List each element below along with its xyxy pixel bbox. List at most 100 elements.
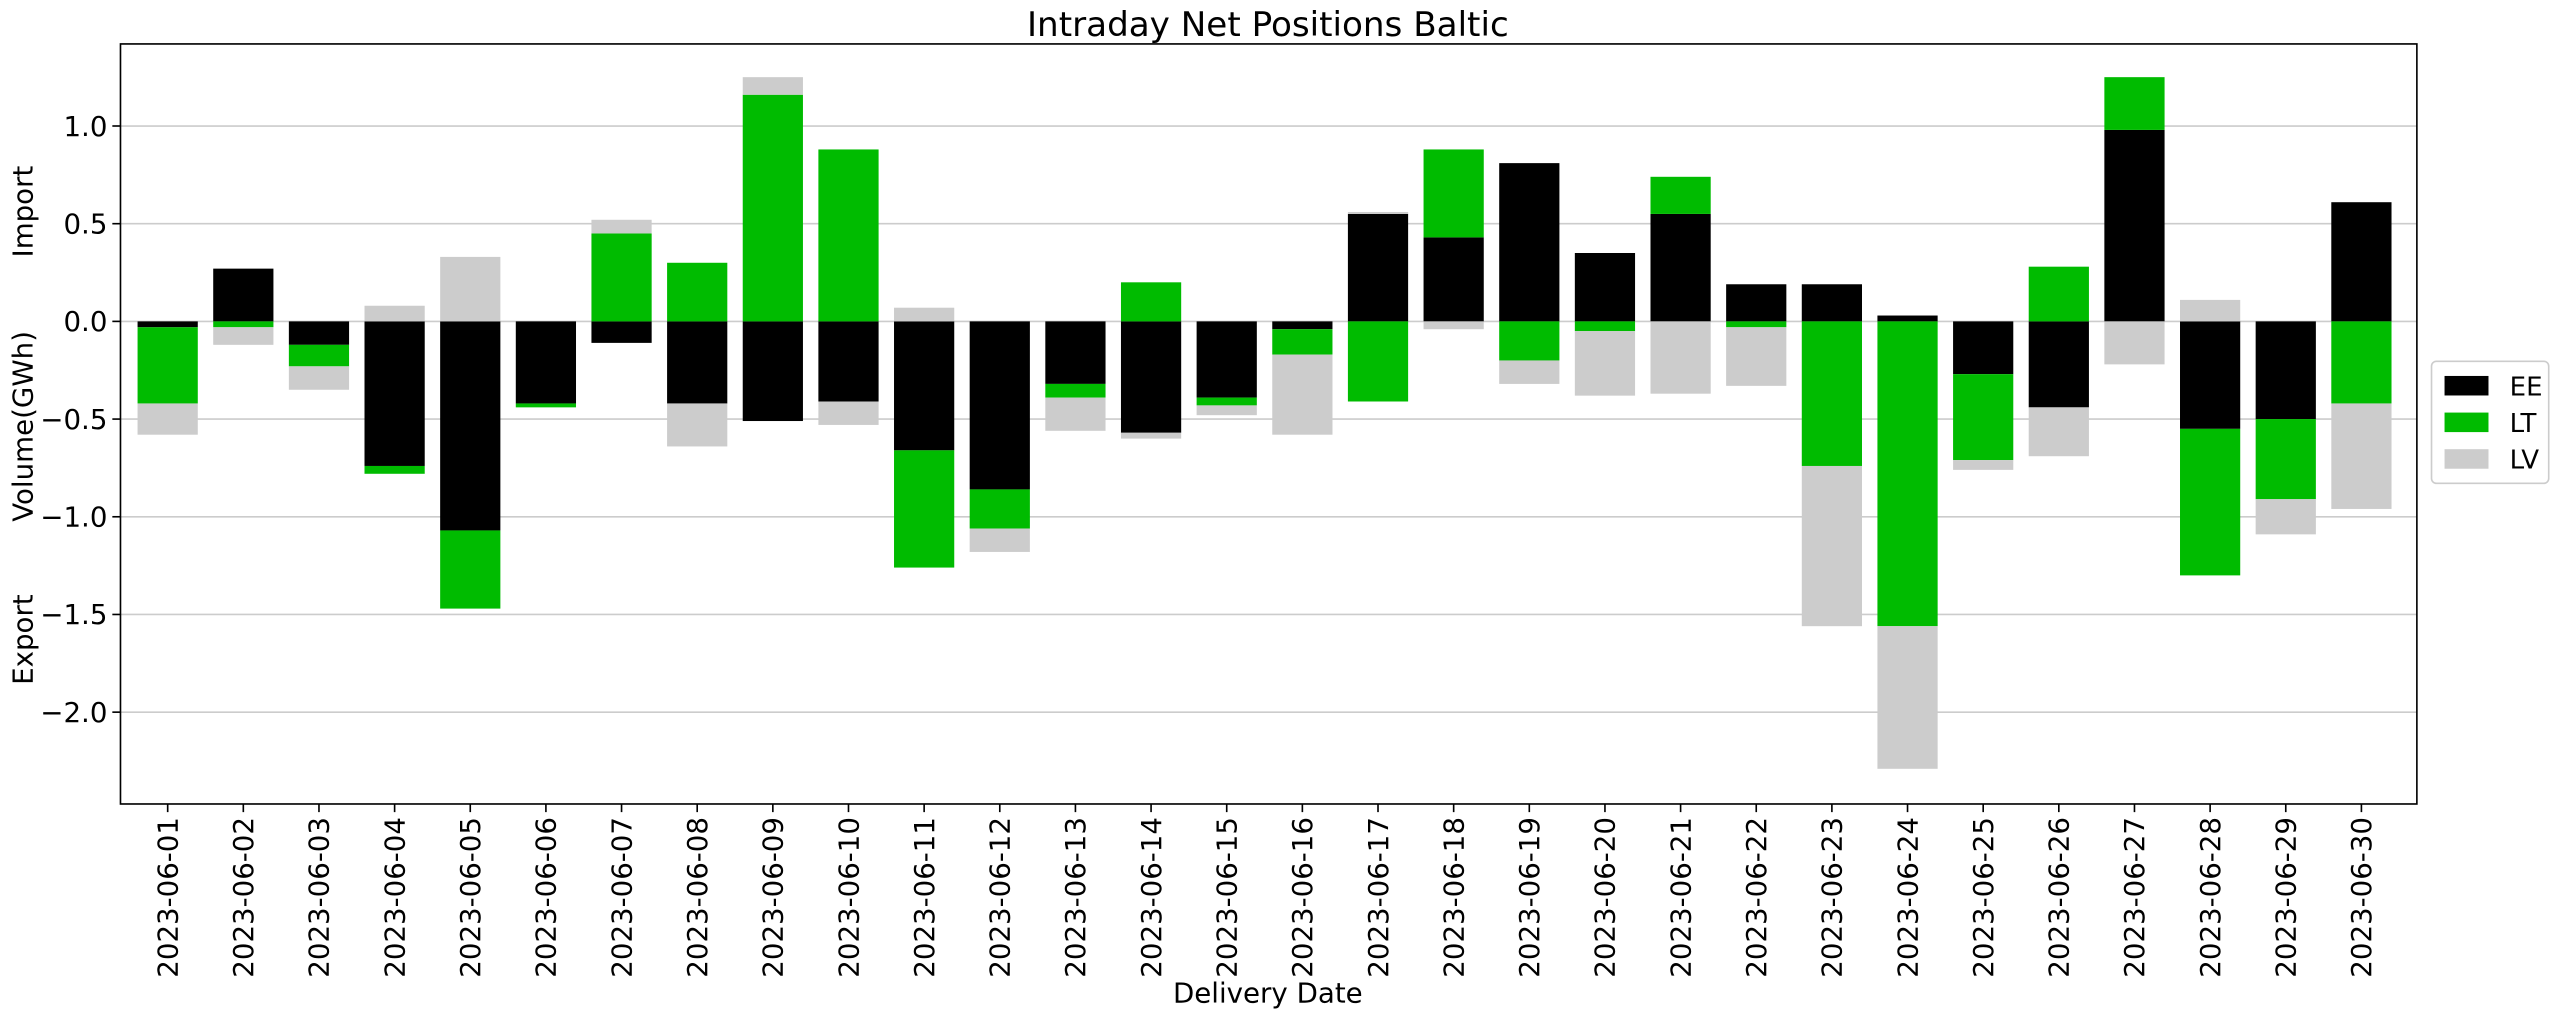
bar [1045,397,1106,431]
bar [1347,211,1409,214]
x-tick-label: 2023-06-09 [757,817,790,978]
bar [2331,202,2392,322]
legend-swatch [2444,412,2489,433]
bar [1801,465,1862,627]
bar [1272,329,1333,355]
bar [894,321,955,451]
bar [1196,397,1257,406]
bar [364,465,425,474]
bar [742,77,803,95]
bar [515,403,577,408]
bar [591,219,652,234]
bar [969,321,1030,490]
bar [2104,321,2165,365]
y-axis-label: Volume(GWh) [7,331,40,522]
bar [364,321,425,466]
bar [1726,327,1787,386]
y-axis-label: Import [7,166,40,258]
bar [137,327,198,404]
x-tick-label: 2023-06-03 [303,817,336,978]
bar [1877,626,1938,769]
bar [1650,213,1711,322]
bar [1196,321,1257,398]
bar [440,256,501,322]
x-axis-label: Delivery Date [1173,977,1363,1010]
bar [1726,321,1787,328]
x-tick-label: 2023-06-16 [1286,817,1319,978]
bar [213,327,274,345]
x-tick-label: 2023-06-30 [2345,817,2378,978]
x-tick-label: 2023-06-24 [1891,817,1924,978]
bar [2028,266,2089,322]
x-tick-label: 2023-06-06 [530,817,563,978]
bar [591,321,652,343]
bar [515,321,577,404]
bar [2180,428,2241,576]
bar [1499,321,1560,361]
x-tick-label: 2023-06-12 [984,817,1017,978]
x-tick-label: 2023-06-05 [454,817,487,978]
bar [1423,149,1484,238]
bar [1801,284,1862,322]
bar [288,344,350,367]
x-tick-label: 2023-06-15 [1210,817,1243,978]
legend-swatch [2444,449,2489,469]
x-tick-label: 2023-06-10 [832,817,865,978]
x-tick-label: 2023-06-08 [681,817,714,978]
bar [440,321,501,531]
y-tick-label: −2.0 [40,696,107,729]
bar [667,262,728,322]
bar [1801,321,1862,466]
bar [1877,321,1938,627]
bar [364,305,425,322]
y-tick-label: 1.0 [63,110,107,143]
x-tick-label: 2023-06-01 [151,817,184,978]
bar [2331,403,2392,509]
x-tick-label: 2023-06-18 [1437,817,1470,978]
x-tick-label: 2023-06-07 [605,817,638,978]
bar [2331,321,2392,404]
bar [2028,321,2089,408]
bar [1347,321,1409,402]
x-tick-label: 2023-06-28 [2194,817,2227,978]
x-tick-label: 2023-06-23 [1816,817,1849,978]
x-tick-label: 2023-06-26 [2043,817,2076,978]
bar [818,149,879,322]
bar [1953,321,2014,375]
bar [969,489,1030,529]
y-tick-label: 0.5 [63,207,107,240]
bar [1574,253,1636,322]
x-tick-label: 2023-06-02 [227,817,260,978]
bar [818,321,879,402]
bar [213,321,274,328]
bar [969,528,1030,552]
x-tick-label: 2023-06-13 [1059,817,1092,978]
bar [440,530,501,609]
bar [1272,321,1333,330]
bar [2180,321,2241,429]
x-tick-label: 2023-06-22 [1740,817,1773,978]
bar [1120,282,1182,322]
x-tick-label: 2023-06-11 [908,817,941,978]
bar [2028,407,2089,457]
bar [667,321,728,404]
bar [1347,213,1409,322]
legend-label: EE [2510,372,2543,402]
bar [1574,321,1636,332]
bar [1196,405,1257,416]
bar [591,233,652,322]
bar [1650,321,1711,394]
bar [1877,315,1938,322]
legend: EE LT LV [2430,360,2550,485]
bar [1120,432,1182,439]
y-tick-label: −1.5 [40,598,107,631]
bar [894,450,955,568]
x-tick-label: 2023-06-19 [1513,817,1546,978]
bar [288,366,350,390]
bar [1045,321,1106,384]
bar [2180,299,2241,322]
bar [1499,360,1560,384]
bar [667,403,728,447]
bar [742,321,803,422]
